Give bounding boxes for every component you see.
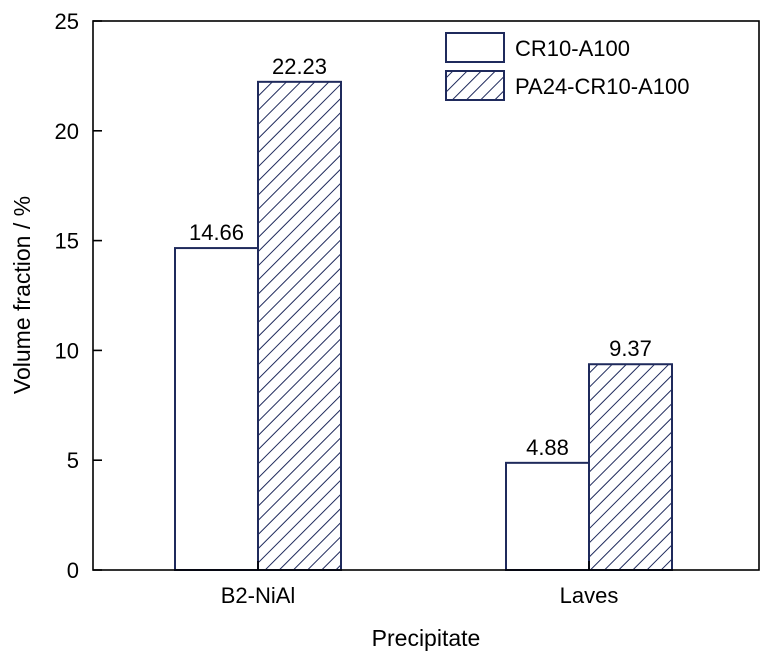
y-axis: 0 5 10 15 20 25 <box>55 9 102 583</box>
x-axis: B2-NiAl Laves <box>221 561 619 608</box>
y-tick-label: 15 <box>55 229 79 254</box>
x-tick-label-laves: Laves <box>560 583 619 608</box>
x-tick-label-b2-nial: B2-NiAl <box>221 583 296 608</box>
data-label-b2-nial-pa24-cr10-a100: 22.23 <box>272 54 327 79</box>
y-axis-title: Volume fraction / % <box>9 196 35 394</box>
bar-b2-nial-pa24-cr10-a100 <box>257 80 342 572</box>
y-tick-label: 20 <box>55 119 79 144</box>
x-axis-title: Precipitate <box>372 625 481 651</box>
legend-label-cr10-a100: CR10-A100 <box>515 36 630 61</box>
legend-label-pa24-cr10-a100: PA24-CR10-A100 <box>515 74 689 99</box>
y-tick-label: 0 <box>67 558 79 583</box>
data-label-b2-nial-cr10-a100: 14.66 <box>189 220 244 245</box>
data-labels-group: 14.66 22.23 4.88 9.37 <box>189 54 652 460</box>
legend: CR10-A100 PA24-CR10-A100 <box>445 32 689 101</box>
y-tick-label: 5 <box>67 448 79 473</box>
bars-group <box>174 80 673 572</box>
bar-laves-pa24-cr10-a100 <box>588 363 673 571</box>
data-label-laves-cr10-a100: 4.88 <box>526 435 569 460</box>
legend-swatch-pa24-cr10-a100 <box>445 70 505 101</box>
data-label-laves-pa24-cr10-a100: 9.37 <box>609 336 652 361</box>
y-tick-label: 25 <box>55 9 79 34</box>
y-tick-label: 10 <box>55 338 79 363</box>
bar-laves-cr10-a100 <box>505 461 590 572</box>
bar-b2-nial-cr10-a100 <box>174 247 259 571</box>
legend-swatch-cr10-a100 <box>445 32 505 63</box>
plot-frame <box>92 20 760 571</box>
